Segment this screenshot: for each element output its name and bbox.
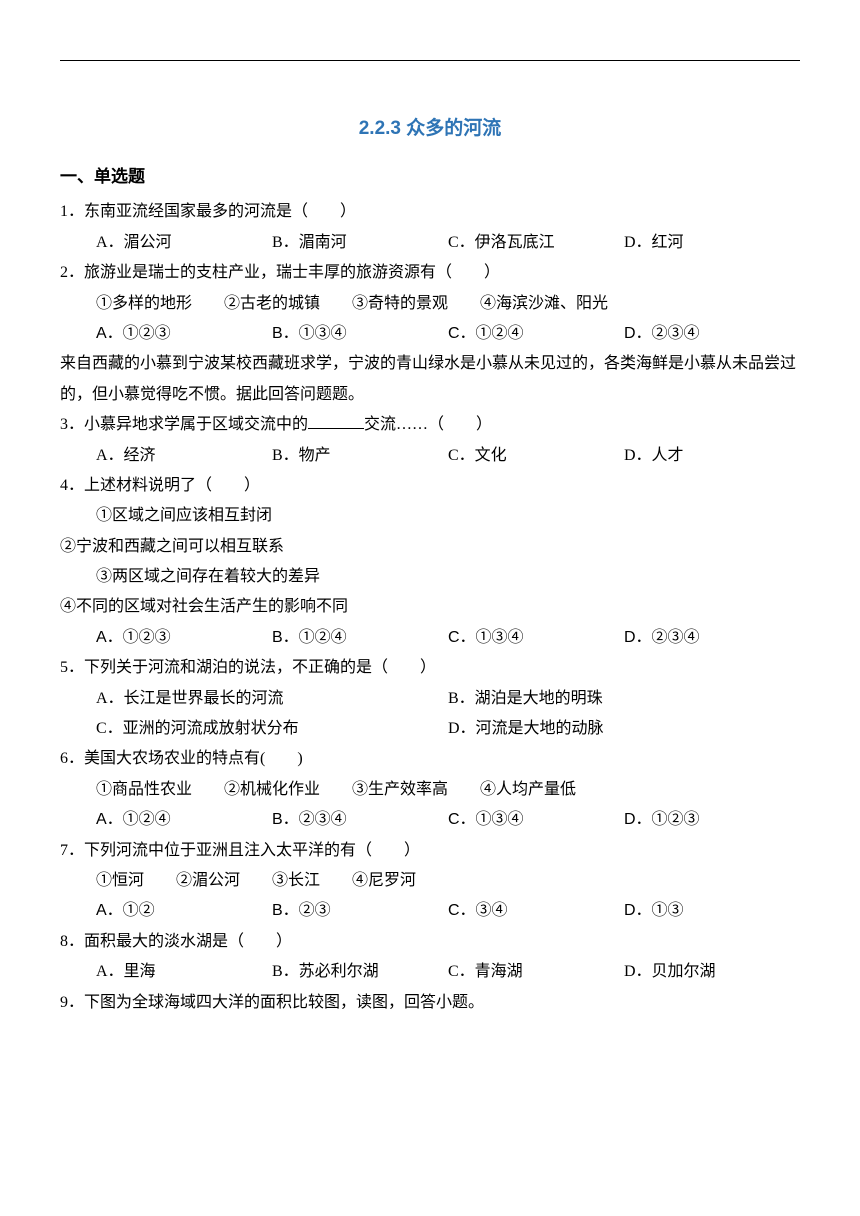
sub-item-4: ④不同的区域对社会生活产生的影响不同 — [60, 592, 800, 622]
option-b: B．湖泊是大地的明珠 — [448, 684, 800, 714]
q-number: 4 — [60, 477, 68, 494]
option-c: C．①②④ — [448, 319, 624, 349]
option-d: D．贝加尔湖 — [624, 957, 800, 987]
sub-items: ①多样的地形 ②古老的城镇 ③奇特的景观 ④海滨沙滩、阳光 — [60, 289, 800, 319]
q-number: 1 — [60, 203, 68, 220]
question-4: 4．上述材料说明了（ ） ①区域之间应该相互封闭 ②宁波和西藏之间可以相互联系 … — [60, 471, 800, 653]
option-d: D．人才 — [624, 441, 800, 471]
q-number: 3 — [60, 416, 68, 433]
option-a: A．①②③ — [96, 623, 272, 653]
option-b: B．苏必利尔湖 — [272, 957, 448, 987]
option-b: B．①②④ — [272, 623, 448, 653]
q-text-pre: ．小慕异地求学属于区域交流中的 — [68, 416, 308, 433]
question-stem: 6．美国大农场农业的特点有( ) — [60, 744, 800, 774]
question-stem: 9．下图为全球海域四大洋的面积比较图，读图，回答小题。 — [60, 988, 800, 1018]
passage-text: 来自西藏的小慕到宁波某校西藏班求学，宁波的青山绿水是小慕从未见过的，各类海鲜是小… — [60, 349, 800, 410]
options-row: A．①② B．②③ C．③④ D．①③ — [60, 896, 800, 926]
option-a: A．①②④ — [96, 805, 272, 835]
option-d: D．②③④ — [624, 623, 800, 653]
option-c: C．①③④ — [448, 805, 624, 835]
question-stem: 3．小慕异地求学属于区域交流中的 交流……（ ） — [60, 410, 800, 440]
q-text: ．面积最大的淡水湖是（ ） — [68, 933, 292, 950]
question-6: 6．美国大农场农业的特点有( ) ①商品性农业 ②机械化作业 ③生产效率高 ④人… — [60, 744, 800, 835]
sub-items: ①商品性农业 ②机械化作业 ③生产效率高 ④人均产量低 — [60, 775, 800, 805]
option-b: B．物产 — [272, 441, 448, 471]
question-stem: 4．上述材料说明了（ ） — [60, 471, 800, 501]
q-text: ．美国大农场农业的特点有( ) — [68, 750, 303, 767]
question-3: 3．小慕异地求学属于区域交流中的 交流……（ ） A．经济 B．物产 C．文化 D… — [60, 410, 800, 471]
option-c: C．③④ — [448, 896, 624, 926]
q-number: 9 — [60, 994, 68, 1011]
q-text: ．东南亚流经国家最多的河流是（ ） — [68, 203, 356, 220]
options-row: A．①②④ B．②③④ C．①③④ D．①②③ — [60, 805, 800, 835]
question-8: 8．面积最大的淡水湖是（ ） A．里海 B．苏必利尔湖 C．青海湖 D．贝加尔湖 — [60, 927, 800, 988]
question-5: 5．下列关于河流和湖泊的说法，不正确的是（ ） A．长江是世界最长的河流 B．湖… — [60, 653, 800, 744]
option-b: B．②③④ — [272, 805, 448, 835]
section-heading: 一、单选题 — [60, 161, 800, 193]
question-stem: 7．下列河流中位于亚洲且注入太平洋的有（ ） — [60, 836, 800, 866]
q-number: 7 — [60, 842, 68, 859]
options-row: A．湄公河 B．湄南河 C．伊洛瓦底江 D．红河 — [60, 228, 800, 258]
question-2: 2．旅游业是瑞士的支柱产业，瑞士丰厚的旅游资源有（ ） ①多样的地形 ②古老的城… — [60, 258, 800, 349]
sub-item-1: ①区域之间应该相互封闭 — [60, 501, 800, 531]
sub-item-3: ③两区域之间存在着较大的差异 — [60, 562, 800, 592]
option-a: A．湄公河 — [96, 228, 272, 258]
option-c: C．①③④ — [448, 623, 624, 653]
q-number: 5 — [60, 659, 68, 676]
option-c: C．文化 — [448, 441, 624, 471]
option-d: D．①②③ — [624, 805, 800, 835]
option-c: C．伊洛瓦底江 — [448, 228, 624, 258]
option-d: D．红河 — [624, 228, 800, 258]
option-a: A．①② — [96, 896, 272, 926]
option-b: B．②③ — [272, 896, 448, 926]
option-d: D．河流是大地的动脉 — [448, 714, 800, 744]
option-b: B．湄南河 — [272, 228, 448, 258]
q-number: 2 — [60, 264, 68, 281]
q-number: 8 — [60, 933, 68, 950]
question-7: 7．下列河流中位于亚洲且注入太平洋的有（ ） ①恒河 ②湄公河 ③长江 ④尼罗河… — [60, 836, 800, 927]
options-row: A．①②③ B．①②④ C．①③④ D．②③④ — [60, 623, 800, 653]
question-stem: 8．面积最大的淡水湖是（ ） — [60, 927, 800, 957]
sub-item-2: ②宁波和西藏之间可以相互联系 — [60, 532, 800, 562]
option-c: C．青海湖 — [448, 957, 624, 987]
option-a: A．里海 — [96, 957, 272, 987]
question-stem: 2．旅游业是瑞士的支柱产业，瑞士丰厚的旅游资源有（ ） — [60, 258, 800, 288]
question-9: 9．下图为全球海域四大洋的面积比较图，读图，回答小题。 — [60, 988, 800, 1018]
question-1: 1．东南亚流经国家最多的河流是（ ） A．湄公河 B．湄南河 C．伊洛瓦底江 D… — [60, 197, 800, 258]
option-a: A．①②③ — [96, 319, 272, 349]
q-text: ．下列关于河流和湖泊的说法，不正确的是（ ） — [68, 659, 436, 676]
top-rule — [60, 60, 800, 61]
q-text: ．下图为全球海域四大洋的面积比较图，读图，回答小题。 — [68, 994, 484, 1011]
options-row: A．里海 B．苏必利尔湖 C．青海湖 D．贝加尔湖 — [60, 957, 800, 987]
option-a: A．长江是世界最长的河流 — [96, 684, 448, 714]
fill-blank — [308, 413, 364, 429]
options-row: A．①②③ B．①③④ C．①②④ D．②③④ — [60, 319, 800, 349]
options-grid: A．长江是世界最长的河流 B．湖泊是大地的明珠 C．亚洲的河流成放射状分布 D．… — [60, 684, 800, 745]
question-stem: 5．下列关于河流和湖泊的说法，不正确的是（ ） — [60, 653, 800, 683]
options-row: A．经济 B．物产 C．文化 D．人才 — [60, 441, 800, 471]
question-stem: 1．东南亚流经国家最多的河流是（ ） — [60, 197, 800, 227]
option-d: D．①③ — [624, 896, 800, 926]
q-text-post: 交流……（ ） — [364, 416, 492, 433]
document-title: 2.2.3 众多的河流 — [60, 111, 800, 147]
q-text: ．上述材料说明了（ ） — [68, 477, 260, 494]
option-d: D．②③④ — [624, 319, 800, 349]
q-text: ．下列河流中位于亚洲且注入太平洋的有（ ） — [68, 842, 420, 859]
q-number: 6 — [60, 750, 68, 767]
option-c: C．亚洲的河流成放射状分布 — [96, 714, 448, 744]
option-a: A．经济 — [96, 441, 272, 471]
sub-items: ①恒河 ②湄公河 ③长江 ④尼罗河 — [60, 866, 800, 896]
q-text: ．旅游业是瑞士的支柱产业，瑞士丰厚的旅游资源有（ ） — [68, 264, 500, 281]
option-b: B．①③④ — [272, 319, 448, 349]
